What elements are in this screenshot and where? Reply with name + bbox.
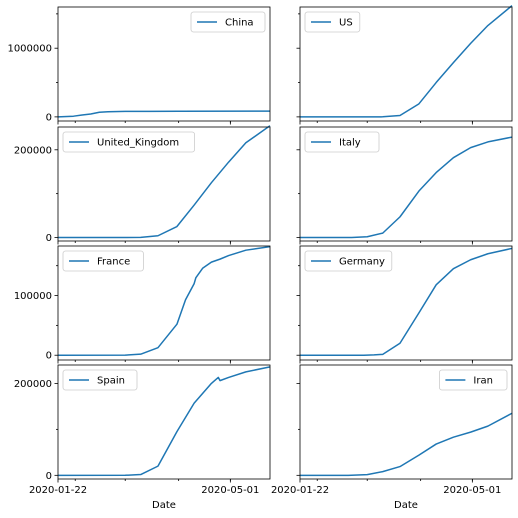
legend-label: France	[97, 257, 130, 268]
y-tick-label: 0	[46, 233, 52, 244]
legend-iran: Iran	[438, 369, 508, 391]
panel-iran: 2020-01-22 2020-05-01 Iran Date	[271, 364, 513, 511]
x-tick-label: 2020-05-01	[443, 485, 501, 496]
series-line-us	[299, 5, 513, 118]
panel-china: 0 1000000 China	[7, 6, 271, 125]
axes-frame	[57, 364, 271, 480]
legend-box	[62, 131, 196, 153]
series-line-italy	[299, 136, 513, 239]
legend-germany: Germany	[304, 250, 393, 272]
axes-frame	[299, 126, 513, 242]
legend-label: Spain	[97, 376, 125, 387]
legend-label: Italy	[339, 138, 361, 149]
legend-box	[304, 131, 380, 153]
series-line-china	[57, 110, 271, 118]
y-tick-label: 0	[46, 112, 52, 123]
y-tick-label: 0	[46, 351, 52, 362]
x-tick-label: 2020-05-01	[201, 485, 259, 496]
axes-frame	[57, 126, 271, 242]
legend-label: Iran	[473, 376, 493, 387]
y-tick-label: 1000000	[7, 44, 52, 55]
y-tick-label: 100000	[14, 291, 52, 302]
axes-frame	[57, 245, 271, 361]
y-tick-label: 200000	[14, 379, 52, 390]
legend-box	[62, 250, 144, 272]
legend-box	[190, 11, 266, 33]
legend-box	[304, 11, 361, 33]
legend-label: United_Kingdom	[97, 138, 179, 149]
series-line-france	[57, 245, 271, 356]
axes-frame	[299, 6, 513, 122]
panel-us: US	[296, 5, 513, 125]
series-line-united-kingdom	[57, 125, 271, 239]
legend-italy: Italy	[304, 131, 380, 153]
panel-germany: Germany	[296, 245, 513, 364]
legend-france: France	[62, 250, 144, 272]
axes-frame	[299, 245, 513, 361]
series-line-iran	[300, 412, 513, 477]
legend-spain: Spain	[62, 369, 138, 391]
legend-united-kingdom: United_Kingdom	[62, 131, 196, 153]
x-axis-label: Date	[394, 500, 418, 511]
axes-frame	[57, 6, 271, 122]
series-line-spain	[57, 366, 271, 477]
legend-box	[304, 250, 393, 272]
axes-frame	[299, 364, 513, 480]
legend-box	[62, 369, 138, 391]
y-tick-label: 0	[46, 471, 52, 482]
legend-label: China	[225, 18, 254, 29]
series-line-germany	[299, 247, 513, 356]
y-tick-label: 200000	[14, 145, 52, 156]
legend-label: US	[339, 18, 353, 29]
panel-italy: Italy	[296, 126, 513, 245]
panel-france: 0 100000 France	[14, 245, 271, 364]
legend-label: Germany	[339, 257, 385, 268]
x-tick-label: 2020-01-22	[271, 485, 329, 496]
x-axis-label: Date	[152, 500, 176, 511]
x-tick-label: 2020-01-22	[29, 485, 87, 496]
legend-box	[438, 369, 508, 391]
legend-china: China	[190, 11, 266, 33]
panel-united-kingdom: 0 200000 United_Kingdom	[14, 125, 271, 245]
panel-spain: 0 200000 2020-01-22 2020-05-01 Spain Date	[14, 364, 271, 511]
legend-us: US	[304, 11, 361, 33]
